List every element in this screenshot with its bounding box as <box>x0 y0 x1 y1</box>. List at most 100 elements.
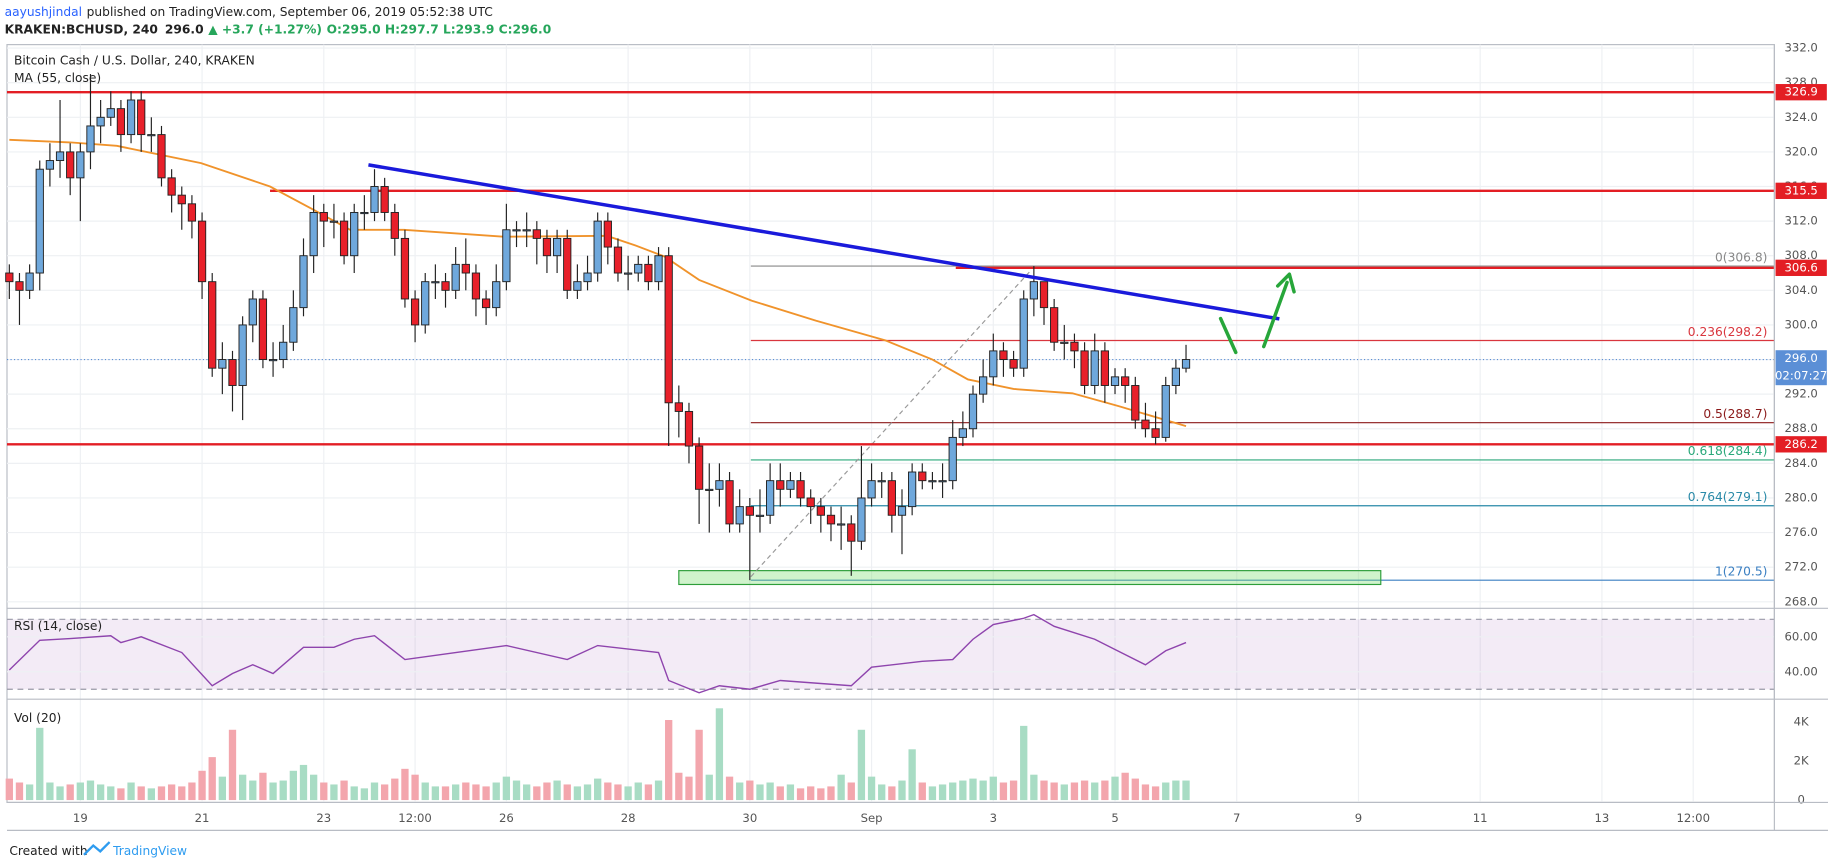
volume-bar <box>86 780 95 801</box>
candle-body <box>451 263 460 291</box>
volume-bar <box>1162 782 1170 801</box>
candle-body <box>563 237 572 291</box>
candle-body <box>989 350 998 378</box>
y-tick-label: 2K <box>1794 754 1809 768</box>
candle-body <box>1121 376 1130 386</box>
candle-body <box>512 229 521 232</box>
volume-legend: Vol (20) <box>14 711 61 725</box>
volume-bar <box>1141 784 1150 801</box>
candle-body <box>258 298 268 361</box>
volume-bar <box>238 774 247 801</box>
fib-label: 0.618(284.4) <box>1688 444 1768 458</box>
volume-bar <box>979 780 987 801</box>
volume-bar <box>137 786 145 801</box>
green-arrow <box>1218 316 1238 355</box>
candle-body <box>400 237 410 300</box>
volume-bar <box>441 786 450 801</box>
candle-body <box>76 151 85 179</box>
candle-body <box>1029 281 1038 300</box>
volume-bar <box>421 782 429 801</box>
volume-bar <box>888 786 896 801</box>
volume-bar <box>157 786 166 801</box>
price-tag <box>1775 259 1827 276</box>
candle-body <box>1090 350 1099 386</box>
volume-bar <box>543 782 551 801</box>
volume-bar <box>512 780 521 801</box>
candle-body <box>471 272 481 300</box>
candle-body <box>1151 428 1160 438</box>
x-tick-label: 12:00 <box>398 811 432 825</box>
y-tick-label: 300.0 <box>1785 317 1818 331</box>
volume-bar <box>259 772 267 801</box>
candle-body <box>380 186 389 213</box>
volume-bar <box>725 776 734 801</box>
volume-bar <box>938 784 947 801</box>
candle-body <box>1060 341 1069 344</box>
brand-logo <box>83 841 111 856</box>
volume-bar <box>949 782 957 801</box>
rsi-band <box>6 619 1775 690</box>
volume-bar <box>279 780 287 801</box>
candle-body <box>928 480 937 483</box>
volume-bar <box>847 782 855 801</box>
x-tick-label: 28 <box>621 811 636 825</box>
volume-bar <box>1070 782 1079 801</box>
volume-bar <box>1060 784 1068 801</box>
volume-bar <box>675 772 683 801</box>
candle-body <box>208 281 217 369</box>
volume-bar <box>695 729 703 801</box>
candle-body <box>745 506 754 516</box>
candle-body <box>55 151 65 162</box>
volume-bar <box>746 780 754 801</box>
candle-body <box>786 480 795 490</box>
volume-bar <box>604 782 612 801</box>
volume-bar <box>76 782 84 801</box>
plot-layer: 19 21 23 12:00 26 28 30 Sep 3 5 7 9 11 13 12:00 332.0 32… <box>5 41 1827 825</box>
candle-body <box>623 272 633 275</box>
x-tick-label: 13 <box>1595 811 1610 825</box>
x-tick-label: 3 <box>990 811 997 825</box>
volume-bar <box>857 729 866 801</box>
candle-body <box>1080 350 1089 386</box>
volume-bar <box>817 788 825 801</box>
candle-body <box>948 436 957 482</box>
candle-body <box>837 523 846 526</box>
candle-body <box>573 281 582 291</box>
candle-body <box>410 298 420 326</box>
volume-bar <box>5 778 13 801</box>
candle-body <box>116 108 126 136</box>
y-tick-label: 288.0 <box>1785 421 1818 435</box>
candle-body <box>15 281 24 291</box>
candle-body <box>502 229 511 283</box>
candle-body <box>339 220 349 257</box>
candle-body <box>806 497 815 508</box>
volume-bar <box>208 757 216 801</box>
candle-body <box>481 298 491 309</box>
y-tick-label: 40.00 <box>1785 664 1818 678</box>
candle-body <box>1039 281 1049 309</box>
x-tick-label: 7 <box>1233 811 1240 825</box>
support-box <box>678 570 1382 586</box>
candle-body <box>137 99 146 136</box>
candle-body <box>522 229 531 232</box>
volume-bar <box>198 770 206 801</box>
volume-bar <box>309 774 318 801</box>
candle-body <box>877 480 886 483</box>
volume-bar <box>117 788 125 801</box>
volume-bar <box>644 784 653 801</box>
y-tick-label: 292.0 <box>1785 387 1818 401</box>
candle-body <box>979 376 988 395</box>
x-tick-label: Sep <box>861 811 883 825</box>
candle-body <box>826 514 836 525</box>
volume-bar <box>218 776 227 801</box>
candle-body <box>897 506 907 516</box>
volume-bar <box>766 782 774 801</box>
volume-bar <box>736 782 744 801</box>
volume-bar <box>624 786 632 801</box>
candle-body <box>228 359 237 386</box>
volume-bar <box>614 784 622 801</box>
candle-body <box>350 211 359 257</box>
price-tag-label: 326.9 <box>1785 85 1818 99</box>
candle-body <box>289 307 298 343</box>
y-tick-label: 280.0 <box>1785 490 1818 504</box>
